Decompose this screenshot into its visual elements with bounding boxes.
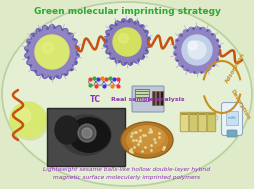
- FancyBboxPatch shape: [226, 130, 236, 137]
- FancyBboxPatch shape: [188, 112, 197, 132]
- Ellipse shape: [2, 2, 251, 186]
- Text: Adsorption: Adsorption: [223, 52, 245, 84]
- FancyBboxPatch shape: [180, 112, 188, 132]
- Circle shape: [12, 104, 48, 140]
- Polygon shape: [55, 116, 79, 144]
- FancyBboxPatch shape: [197, 112, 206, 132]
- Polygon shape: [112, 79, 119, 85]
- Bar: [207, 113, 214, 115]
- Circle shape: [118, 34, 128, 43]
- Circle shape: [35, 35, 69, 69]
- Ellipse shape: [129, 125, 164, 149]
- Bar: [198, 113, 205, 115]
- Polygon shape: [70, 118, 109, 152]
- Bar: [134, 89, 148, 101]
- Bar: [155, 91, 158, 105]
- FancyBboxPatch shape: [221, 102, 242, 136]
- FancyBboxPatch shape: [132, 86, 163, 112]
- Text: magnetic surface molecularly imprinted polymers: magnetic surface molecularly imprinted p…: [53, 174, 200, 180]
- Text: milk: milk: [227, 116, 235, 120]
- Circle shape: [187, 41, 196, 50]
- Circle shape: [17, 109, 31, 123]
- Circle shape: [82, 128, 92, 138]
- Ellipse shape: [121, 122, 172, 158]
- Bar: [159, 91, 162, 105]
- Bar: [189, 113, 196, 115]
- FancyBboxPatch shape: [207, 112, 215, 132]
- Ellipse shape: [181, 113, 217, 123]
- Polygon shape: [88, 79, 95, 85]
- Circle shape: [181, 35, 211, 65]
- Text: Real sample analysis: Real sample analysis: [111, 98, 184, 102]
- Bar: [180, 113, 187, 115]
- Circle shape: [78, 124, 96, 142]
- Polygon shape: [103, 19, 150, 65]
- Text: Lightweight sesame balls-like hollow double-layer hybrid: Lightweight sesame balls-like hollow dou…: [43, 167, 210, 173]
- Circle shape: [42, 42, 54, 54]
- Bar: [225, 111, 237, 125]
- Polygon shape: [61, 115, 110, 155]
- Polygon shape: [25, 25, 79, 80]
- Text: TC: TC: [89, 95, 100, 105]
- Circle shape: [187, 41, 205, 59]
- Bar: [47, 108, 124, 166]
- Ellipse shape: [124, 125, 168, 155]
- Polygon shape: [173, 26, 219, 74]
- Bar: [151, 91, 154, 105]
- Polygon shape: [96, 79, 103, 85]
- Circle shape: [113, 28, 140, 56]
- Polygon shape: [70, 118, 109, 152]
- Circle shape: [10, 102, 46, 138]
- Text: Desorption: Desorption: [228, 89, 250, 121]
- Polygon shape: [104, 79, 111, 85]
- Text: Green molecular imprinting strategy: Green molecular imprinting strategy: [34, 8, 219, 16]
